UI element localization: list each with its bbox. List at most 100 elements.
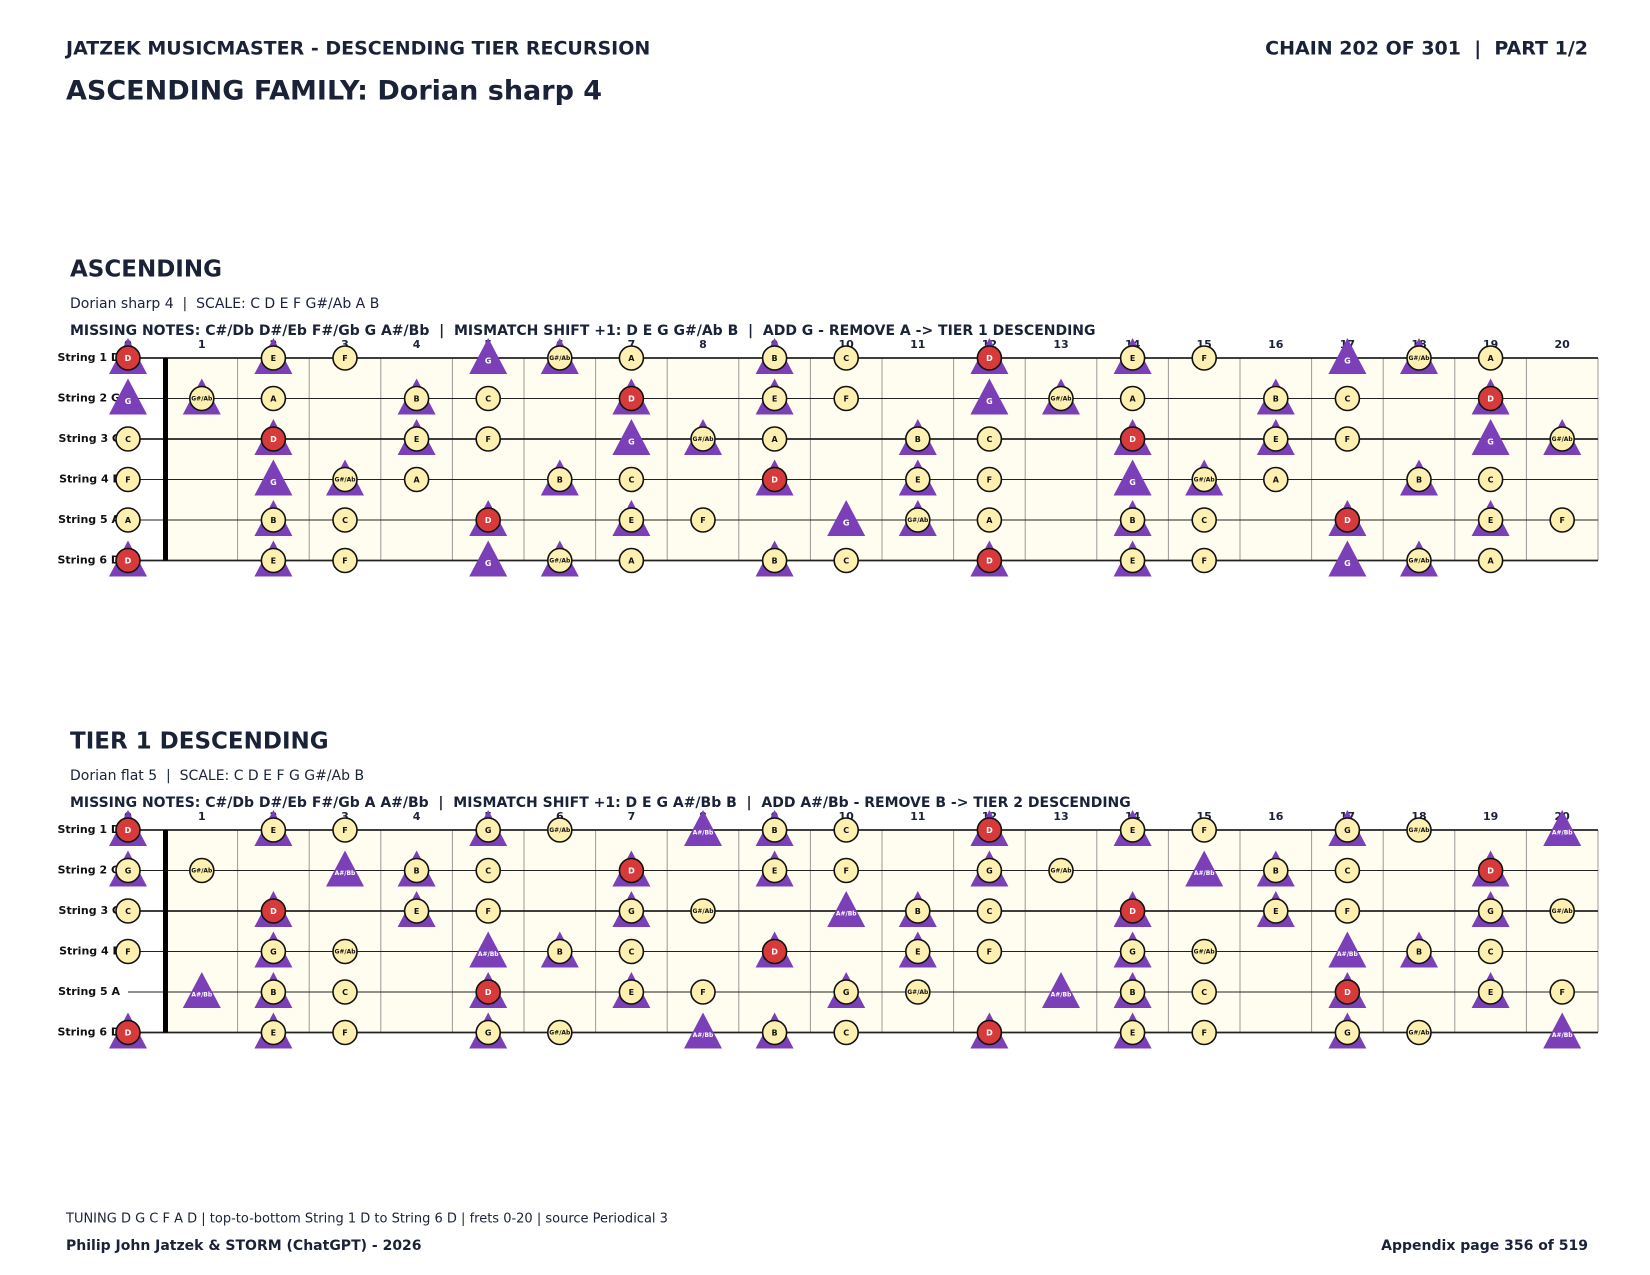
shift-triangle xyxy=(109,378,147,415)
note-marker: E xyxy=(254,338,293,374)
note-label: G#/Ab xyxy=(334,477,356,484)
scale-circle xyxy=(1334,857,1361,884)
note-label: A#/Bb xyxy=(1194,870,1215,877)
root-circle xyxy=(1334,507,1361,533)
scale-circle xyxy=(1549,898,1575,924)
scale-circle xyxy=(1191,1019,1217,1046)
note-marker: D xyxy=(254,891,293,927)
note-label: G#/Ab xyxy=(549,1030,571,1037)
note-label: D xyxy=(1129,435,1136,444)
note-marker: A#/Bb xyxy=(182,972,221,1008)
note-label: G xyxy=(843,519,850,528)
missing-line: MISSING NOTES: C#/Db D#/Eb F#/Gb G A#/Bb… xyxy=(70,323,1096,339)
scale-circle xyxy=(1119,1019,1146,1046)
note-label: B xyxy=(1273,867,1279,876)
note-marker: E xyxy=(1113,540,1152,577)
scale-circle xyxy=(546,938,573,965)
note-marker: A#/Bb xyxy=(469,931,508,968)
note-marker: A xyxy=(976,507,1003,533)
scale-circle xyxy=(1477,979,1504,1005)
note-marker: G#/Ab xyxy=(1048,857,1074,884)
note-marker: F xyxy=(332,345,358,371)
shift-triangle xyxy=(827,500,866,536)
scale-circle xyxy=(1119,547,1146,574)
note-marker: G xyxy=(1328,540,1367,577)
scale-circle xyxy=(1119,385,1146,412)
root-circle xyxy=(618,857,645,884)
note-label: G#/Ab xyxy=(191,868,213,875)
note-marker: A xyxy=(1119,385,1146,412)
note-marker: E xyxy=(898,931,937,968)
scale-circle xyxy=(332,507,358,533)
scale-circle xyxy=(761,345,788,371)
note-label: E xyxy=(915,948,920,957)
note-marker: E xyxy=(1113,810,1152,846)
note-label: A xyxy=(125,516,132,525)
note-marker: E xyxy=(1113,338,1152,374)
note-marker: D xyxy=(1471,850,1510,887)
note-marker: A xyxy=(618,547,645,574)
fretboard-section: TIER 1 DESCENDING Dorian flat 5 | SCALE: … xyxy=(57,729,1599,1049)
note-label: G xyxy=(628,438,635,447)
note-marker: C xyxy=(1191,979,1217,1005)
scale-circle xyxy=(1048,857,1074,884)
scale-circle xyxy=(546,345,573,371)
note-marker: G xyxy=(827,500,866,536)
note-marker: A#/Bb xyxy=(684,1012,722,1049)
section-heading: TIER 1 DESCENDING xyxy=(70,729,329,755)
note-label: A xyxy=(413,476,420,485)
note-marker: G xyxy=(1328,1012,1367,1049)
note-label: D xyxy=(485,988,492,997)
note-label: A#/Bb xyxy=(1337,951,1358,958)
note-marker: A xyxy=(403,466,430,493)
fret-number: 4 xyxy=(413,338,421,351)
string-label: String 6 D xyxy=(57,554,120,567)
scale-circle xyxy=(976,426,1003,452)
shift-triangle xyxy=(1185,850,1224,887)
note-marker: F xyxy=(115,938,141,965)
string-label: String 1 D xyxy=(57,823,120,836)
note-label: G xyxy=(986,397,993,406)
scale-circle xyxy=(1119,817,1146,843)
note-marker: G#/Ab xyxy=(1400,338,1438,374)
scale-circle xyxy=(904,938,931,965)
note-label: F xyxy=(1201,1029,1206,1038)
note-marker: A xyxy=(1263,466,1289,493)
string-label: String 4 F xyxy=(59,473,120,486)
shift-triangle xyxy=(469,540,508,577)
note-marker: C xyxy=(833,817,860,843)
note-label: D xyxy=(628,867,635,876)
root-circle xyxy=(475,507,502,533)
note-marker: F xyxy=(332,1019,358,1046)
note-marker: E xyxy=(612,972,651,1008)
root-circle xyxy=(976,817,1003,843)
shift-triangle xyxy=(1042,972,1080,1008)
scale-circle xyxy=(1334,426,1361,452)
note-marker: G xyxy=(970,850,1009,887)
scale-circle xyxy=(332,466,358,493)
note-marker: D xyxy=(755,931,794,968)
scale-circle xyxy=(618,466,645,493)
note-label: D xyxy=(1487,395,1494,404)
note-label: C xyxy=(843,826,849,835)
fret-number: 1 xyxy=(198,810,206,823)
note-label: B xyxy=(270,988,276,997)
shift-triangle xyxy=(1328,931,1367,968)
scale-circle xyxy=(332,938,358,965)
note-marker: F xyxy=(475,426,502,452)
note-marker: A xyxy=(1477,547,1504,574)
note-marker: B xyxy=(254,972,293,1008)
note-marker: F xyxy=(332,817,358,843)
scale-circle xyxy=(260,385,287,412)
note-label: F xyxy=(700,516,705,525)
scale-circle xyxy=(115,426,141,452)
note-marker: D xyxy=(1113,891,1152,927)
scale-circle xyxy=(904,426,931,452)
note-label: E xyxy=(1130,1029,1135,1038)
scale-circle xyxy=(115,507,141,533)
note-label: C xyxy=(843,557,849,566)
note-marker: F xyxy=(1191,817,1217,843)
note-marker: A#/Bb xyxy=(1185,850,1224,887)
note-label: G xyxy=(1129,478,1136,487)
scale-circle xyxy=(1334,385,1361,412)
